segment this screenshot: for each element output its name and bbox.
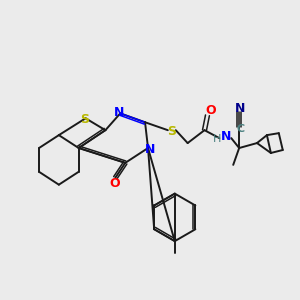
Text: H: H [213,134,222,144]
Text: N: N [221,130,232,142]
Text: O: O [109,177,120,190]
Text: C: C [236,124,244,134]
Text: S: S [80,113,89,126]
Text: O: O [205,104,216,117]
Text: N: N [145,142,155,155]
Text: N: N [235,102,245,115]
Text: N: N [114,106,124,119]
Text: S: S [167,125,176,138]
